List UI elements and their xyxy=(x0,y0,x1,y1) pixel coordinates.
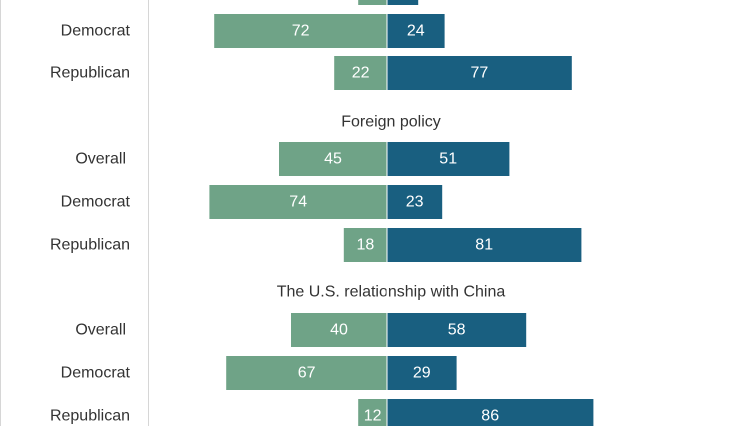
partial-right-bar xyxy=(387,0,419,5)
right-bar-value: 81 xyxy=(475,237,493,254)
group-title: The U.S. relationship with China xyxy=(277,284,506,301)
right-bar xyxy=(387,313,527,347)
left-bar-value: 45 xyxy=(324,151,342,168)
left-bar-value: 12 xyxy=(364,408,382,425)
group-title: Foreign policy xyxy=(341,114,441,131)
row-label: Democrat xyxy=(61,194,131,211)
left-bar xyxy=(214,14,387,48)
left-bar-value: 72 xyxy=(292,23,310,40)
right-bar-value: 23 xyxy=(406,194,424,211)
row-label: Republican xyxy=(50,65,130,82)
axis-divider-line xyxy=(148,0,149,426)
row-label: Overall xyxy=(75,322,126,339)
row-label: Democrat xyxy=(61,365,131,382)
row-label: Democrat xyxy=(61,23,131,40)
left-bar-value: 67 xyxy=(298,365,316,382)
left-bar xyxy=(358,399,387,426)
right-bar-value: 86 xyxy=(481,408,499,425)
right-bar-value: 77 xyxy=(471,65,489,82)
row-label: Republican xyxy=(50,408,130,425)
left-bar xyxy=(334,56,387,90)
left-bar xyxy=(291,313,387,347)
row-label: Republican xyxy=(50,237,130,254)
right-bar-value: 58 xyxy=(448,322,466,339)
right-bar-value: 29 xyxy=(413,365,431,382)
right-bar xyxy=(387,356,457,390)
left-bar-value: 74 xyxy=(289,194,307,211)
right-bar xyxy=(387,185,443,219)
left-bar xyxy=(226,356,387,390)
row-label: Overall xyxy=(75,151,126,168)
left-bar-value: 22 xyxy=(352,65,370,82)
right-bar xyxy=(387,399,594,426)
left-bar xyxy=(343,228,387,262)
left-bar xyxy=(279,142,387,176)
partial-left-bar xyxy=(358,0,387,5)
right-bar xyxy=(387,14,445,48)
left-bar-value: 40 xyxy=(330,322,348,339)
left-bar-value: 18 xyxy=(357,237,375,254)
right-bar xyxy=(387,56,572,90)
right-bar xyxy=(387,142,510,176)
left-bar xyxy=(209,185,387,219)
left-frame-line xyxy=(0,0,1,426)
right-bar xyxy=(387,228,582,262)
right-bar-value: 24 xyxy=(407,23,425,40)
right-bar-value: 51 xyxy=(439,151,457,168)
